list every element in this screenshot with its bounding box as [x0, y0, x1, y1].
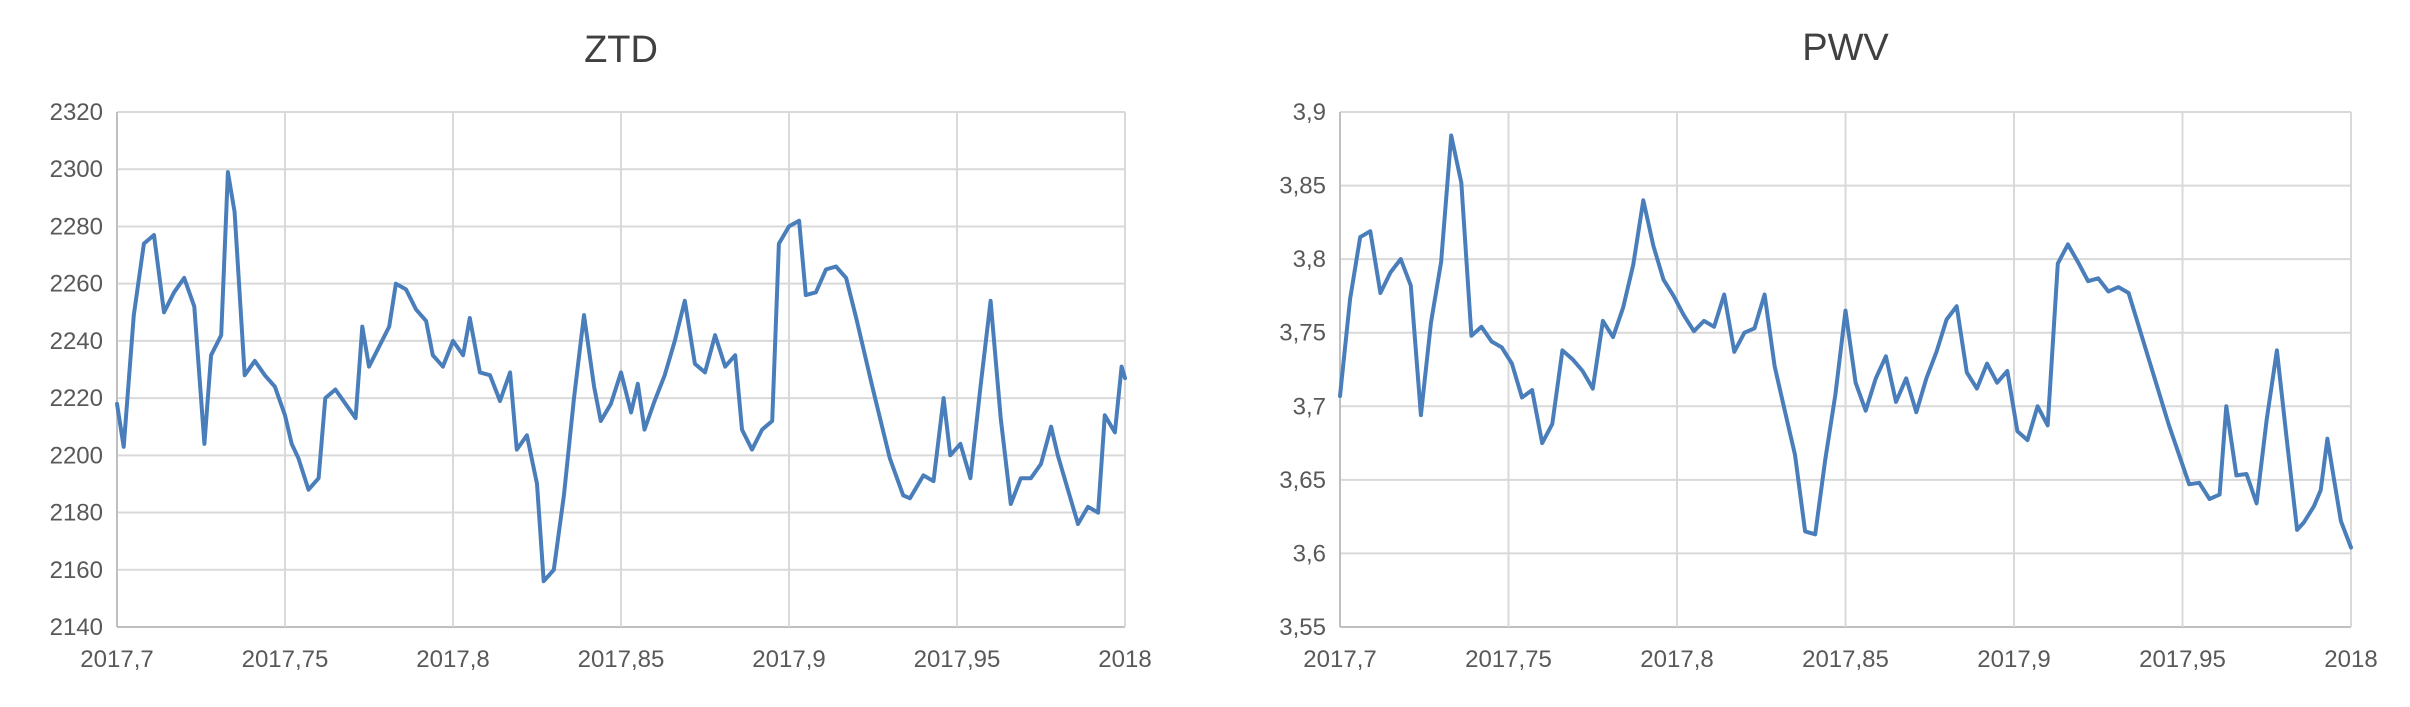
pwv-chart: PWV 3,55 3,6 3,65 3,7 3,75 3,8 3,85 3,9 2017,7 201… — [1279, 27, 2377, 673]
pwv-y-tick-label: 3,75 — [1279, 320, 1326, 347]
ztd-x-tick-label: 2017,9 — [752, 646, 825, 673]
ztd-x-tick-label: 2017,7 — [80, 646, 153, 673]
pwv-x-tick-label: 2017,9 — [1977, 646, 2050, 673]
pwv-y-tick-label: 3,7 — [1293, 393, 1326, 420]
pwv-series-line — [1338, 133, 2353, 550]
ztd-x-tick-label: 2017,8 — [416, 646, 489, 673]
ztd-y-tick-label: 2300 — [50, 156, 103, 183]
ztd-y-tick-label: 2320 — [50, 99, 103, 126]
pwv-x-tick-label: 2017,85 — [1802, 646, 1889, 673]
pwv-x-tick-label: 2017,7 — [1303, 646, 1376, 673]
ztd-x-tick-label: 2017,95 — [914, 646, 1001, 673]
ztd-y-tick-label: 2240 — [50, 328, 103, 355]
ztd-x-tick-label: 2018 — [1098, 646, 1151, 673]
ztd-y-tick-label: 2160 — [50, 557, 103, 584]
ztd-x-tick-label: 2017,75 — [242, 646, 329, 673]
pwv-chart-title: PWV — [1802, 27, 1889, 69]
pwv-x-tick-label: 2017,95 — [2139, 646, 2226, 673]
ztd-y-tick-label: 2200 — [50, 442, 103, 469]
pwv-y-tick-label: 3,6 — [1293, 540, 1326, 567]
pwv-x-tick-label: 2017,75 — [1465, 646, 1552, 673]
ztd-y-tick-label: 2220 — [50, 385, 103, 412]
ztd-y-tick-label: 2180 — [50, 500, 103, 527]
ztd-y-tick-label: 2140 — [50, 614, 103, 641]
pwv-y-tick-label: 3,65 — [1279, 467, 1326, 494]
ztd-chart-title: ZTD — [584, 29, 658, 71]
pwv-y-tick-label: 3,8 — [1293, 246, 1326, 273]
ztd-series-line — [115, 170, 1127, 584]
pwv-y-tick-label: 3,85 — [1279, 173, 1326, 200]
pwv-x-tick-label: 2018 — [2324, 646, 2377, 673]
ztd-chart-panel: ZTD 2140 2160 2180 2200 2220 2240 2260 2280 2300 2… — [0, 0, 1205, 702]
ztd-y-tick-label: 2260 — [50, 271, 103, 298]
ztd-chart: ZTD 2140 2160 2180 2200 2220 2240 2260 2280 2300 2… — [50, 29, 1152, 673]
pwv-x-tick-label: 2017,8 — [1640, 646, 1713, 673]
ztd-y-tick-label: 2280 — [50, 213, 103, 240]
ztd-x-tick-label: 2017,85 — [578, 646, 665, 673]
pwv-y-tick-label: 3,55 — [1279, 614, 1326, 641]
pwv-y-tick-label: 3,9 — [1293, 99, 1326, 126]
pwv-chart-panel: PWV 3,55 3,6 3,65 3,7 3,75 3,8 3,85 3,9 2017,7 201… — [1205, 0, 2410, 702]
